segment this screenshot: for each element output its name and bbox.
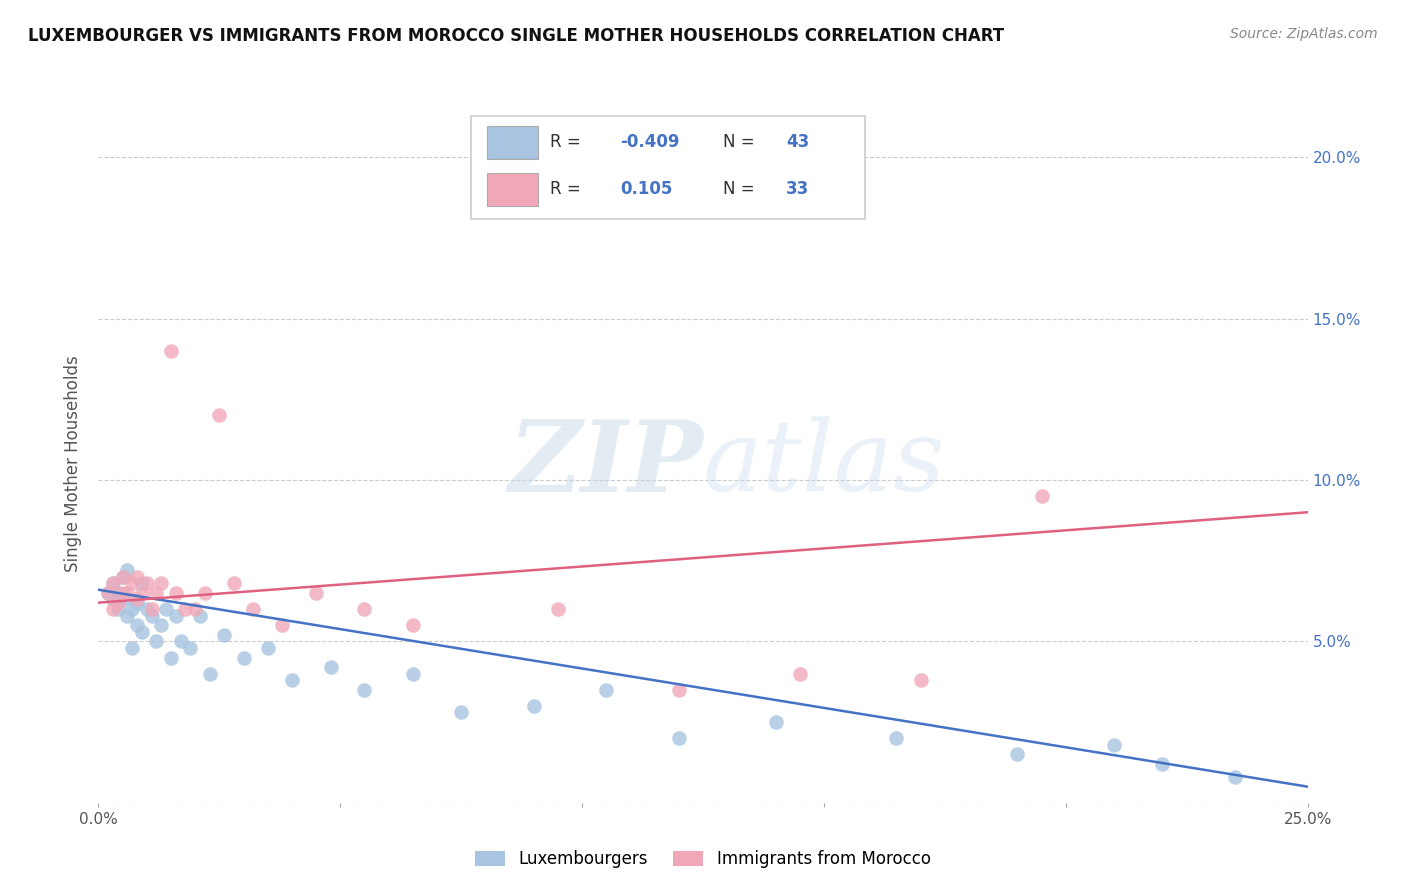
Point [160,343,183,358]
Text: -0.409: -0.409 [620,133,681,151]
Text: 0.105: 0.105 [620,180,673,198]
Point [523,698,546,713]
Point [208,409,231,423]
Y-axis label: Single Mother Households: Single Mother Households [65,356,83,572]
Point [474,198,496,212]
Text: R =: R = [550,133,586,151]
Point [402,618,425,632]
Point [179,640,201,655]
Point [127,596,149,610]
Point [127,570,149,584]
Point [188,608,211,623]
Point [668,682,690,697]
Point [174,602,197,616]
Point [131,586,153,600]
Point [111,586,134,600]
Point [160,650,183,665]
Point [305,586,328,600]
Point [141,608,163,623]
Point [131,624,153,639]
Point [402,666,425,681]
Legend: Luxembourgers, Immigrants from Morocco: Luxembourgers, Immigrants from Morocco [468,844,938,875]
Point [127,618,149,632]
Text: 43: 43 [786,133,810,151]
Point [121,602,143,616]
Point [111,570,134,584]
Point [271,618,294,632]
FancyBboxPatch shape [486,173,538,206]
Point [319,660,342,674]
Point [450,706,472,720]
Point [107,602,129,616]
Point [117,608,139,623]
Point [111,570,134,584]
Point [107,596,129,610]
Point [353,602,375,616]
FancyBboxPatch shape [486,127,538,159]
Point [595,682,617,697]
Point [131,576,153,591]
Point [145,634,167,648]
Point [910,673,932,687]
Point [1031,489,1053,503]
Point [547,602,569,616]
Point [242,602,264,616]
Point [222,576,245,591]
Text: N =: N = [723,133,759,151]
Point [765,715,787,730]
Point [353,682,375,697]
Point [101,576,124,591]
Point [1102,738,1125,752]
Point [141,602,163,616]
Point [1152,757,1174,772]
Point [97,586,120,600]
Point [155,602,177,616]
Point [97,586,120,600]
Point [145,586,167,600]
Point [117,586,139,600]
Point [127,592,149,607]
Point [101,592,124,607]
Text: LUXEMBOURGER VS IMMIGRANTS FROM MOROCCO SINGLE MOTHER HOUSEHOLDS CORRELATION CHA: LUXEMBOURGER VS IMMIGRANTS FROM MOROCCO … [28,27,1004,45]
Point [184,602,207,616]
Text: ZIP: ZIP [508,416,703,512]
Point [101,576,124,591]
Point [1223,770,1246,784]
Point [165,586,187,600]
Point [194,586,217,600]
Point [256,640,278,655]
Text: N =: N = [723,180,759,198]
Text: atlas: atlas [703,417,946,511]
Text: R =: R = [550,180,591,198]
Text: 33: 33 [786,180,810,198]
Point [150,576,173,591]
Point [121,576,143,591]
Point [169,634,191,648]
Point [886,731,908,746]
Point [232,650,254,665]
FancyBboxPatch shape [471,116,865,219]
Point [135,576,157,591]
Point [165,608,187,623]
Point [1007,747,1029,762]
Point [111,592,134,607]
Point [117,563,139,577]
Point [121,640,143,655]
Point [101,602,124,616]
Point [789,666,811,681]
Point [281,673,304,687]
Point [150,618,173,632]
Text: Source: ZipAtlas.com: Source: ZipAtlas.com [1230,27,1378,41]
Point [107,586,129,600]
Point [198,666,221,681]
Point [668,731,690,746]
Point [135,602,157,616]
Point [212,628,235,642]
